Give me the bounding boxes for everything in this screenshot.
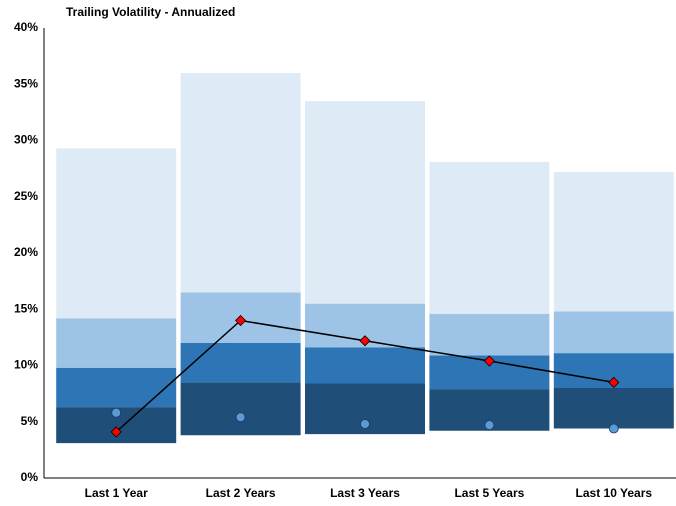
y-tick-label: 15% — [14, 301, 38, 315]
circle-marker — [608, 423, 619, 434]
bar-segment — [56, 318, 177, 368]
bar-segment — [180, 73, 301, 293]
chart-title: Trailing Volatility - Annualized — [66, 5, 235, 19]
bar-segment — [305, 101, 425, 304]
bar-segment — [553, 172, 674, 312]
bar-segment — [553, 311, 674, 354]
bar-segment — [305, 434, 425, 478]
bar-segment — [305, 347, 425, 384]
y-tick-label: 25% — [14, 189, 38, 203]
y-tick-label: 10% — [14, 358, 38, 372]
circle-marker — [484, 420, 495, 431]
x-tick-label: Last 3 Years — [330, 486, 400, 500]
y-tick-label: 0% — [21, 470, 39, 484]
diamond-marker — [359, 335, 371, 347]
y-tick-label: 20% — [14, 245, 38, 259]
x-tick-label: Last 10 Years — [576, 486, 653, 500]
y-tick-label: 5% — [21, 414, 39, 428]
x-tick-label: Last 2 Years — [206, 486, 276, 500]
bar-segment — [429, 431, 549, 478]
x-tick-label: Last 5 Years — [454, 486, 524, 500]
diamond-marker — [235, 314, 247, 327]
bar-segment — [429, 313, 550, 356]
circle-marker — [360, 419, 370, 429]
bar-segment — [181, 435, 301, 478]
bar-segment — [180, 343, 301, 383]
bar-segment — [180, 382, 301, 436]
circle-marker — [235, 412, 246, 423]
bar-segment — [56, 443, 176, 478]
y-tick-label: 35% — [14, 76, 38, 90]
bar-segment — [553, 388, 674, 429]
bar-segment — [429, 161, 550, 314]
x-tick-label: Last 1 Year — [85, 486, 148, 500]
bar-segment — [554, 429, 674, 479]
y-tick-label: 30% — [14, 133, 38, 147]
y-tick-label: 40% — [14, 20, 38, 34]
bar-segment — [56, 367, 177, 408]
diamond-marker — [483, 355, 495, 367]
diamond-marker — [110, 426, 122, 438]
circle-marker — [111, 407, 122, 418]
bar-segment — [56, 148, 177, 319]
diamond-marker — [608, 376, 620, 388]
